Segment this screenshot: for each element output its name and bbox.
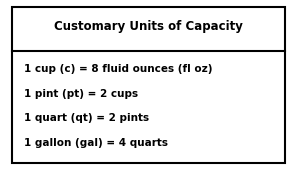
Text: 1 gallon (gal) = 4 quarts: 1 gallon (gal) = 4 quarts bbox=[24, 138, 168, 148]
Text: Customary Units of Capacity: Customary Units of Capacity bbox=[54, 20, 243, 33]
Text: 1 cup (c) = 8 fluid ounces (fl oz): 1 cup (c) = 8 fluid ounces (fl oz) bbox=[24, 64, 212, 74]
Text: 1 quart (qt) = 2 pints: 1 quart (qt) = 2 pints bbox=[24, 113, 149, 123]
FancyBboxPatch shape bbox=[12, 7, 285, 163]
Text: 1 pint (pt) = 2 cups: 1 pint (pt) = 2 cups bbox=[24, 89, 138, 98]
